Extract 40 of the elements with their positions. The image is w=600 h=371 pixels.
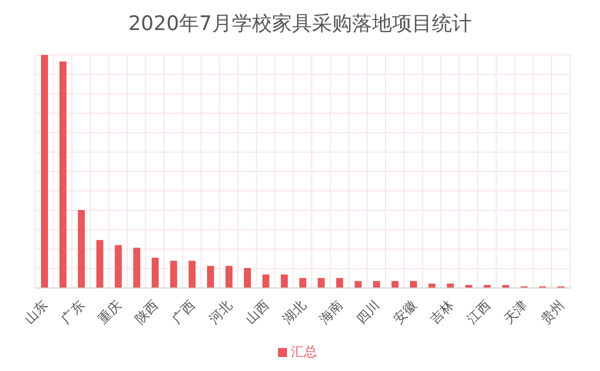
x-tick-label: 四川 xyxy=(354,298,384,328)
bar xyxy=(299,278,306,288)
bar xyxy=(280,274,288,288)
x-tick-label: 海南 xyxy=(317,298,346,328)
bar xyxy=(428,284,436,288)
bar xyxy=(244,268,251,288)
bar xyxy=(96,240,104,288)
x-tick-label: 山东 xyxy=(22,298,52,328)
legend-label: 汇总 xyxy=(291,345,317,360)
x-tick-label: 贵州 xyxy=(538,298,568,328)
bar xyxy=(78,210,85,288)
x-tick-label: 江西 xyxy=(464,298,494,328)
bar xyxy=(446,284,454,288)
x-tick-label: 湖北 xyxy=(280,298,310,328)
bar xyxy=(410,281,417,288)
bar xyxy=(170,260,178,288)
bar xyxy=(225,266,232,288)
x-tick-label: 重庆 xyxy=(96,298,125,328)
bar xyxy=(336,278,344,288)
bar xyxy=(392,281,399,288)
bar xyxy=(354,281,362,288)
x-tick-label: 广西 xyxy=(170,298,199,328)
x-tick-label: 吉林 xyxy=(428,298,457,328)
bar xyxy=(262,274,270,288)
x-tick-label: 天津 xyxy=(502,298,531,328)
bar xyxy=(59,62,66,288)
bar xyxy=(133,248,140,288)
x-tick-label: 陕西 xyxy=(132,298,162,328)
x-tick-label: 山西 xyxy=(243,298,272,328)
bar xyxy=(318,278,325,288)
bar xyxy=(207,266,214,288)
chart-title: 2020年7月学校家具采购落地项目统计 xyxy=(127,10,473,37)
bar xyxy=(152,258,159,288)
x-tick-label: 广东 xyxy=(58,298,88,328)
bar xyxy=(41,55,48,288)
bar xyxy=(114,245,122,288)
bar xyxy=(373,281,380,288)
bar xyxy=(188,260,196,288)
x-tick-label: 河北 xyxy=(206,298,236,328)
x-tick-label: 安徽 xyxy=(390,298,420,328)
